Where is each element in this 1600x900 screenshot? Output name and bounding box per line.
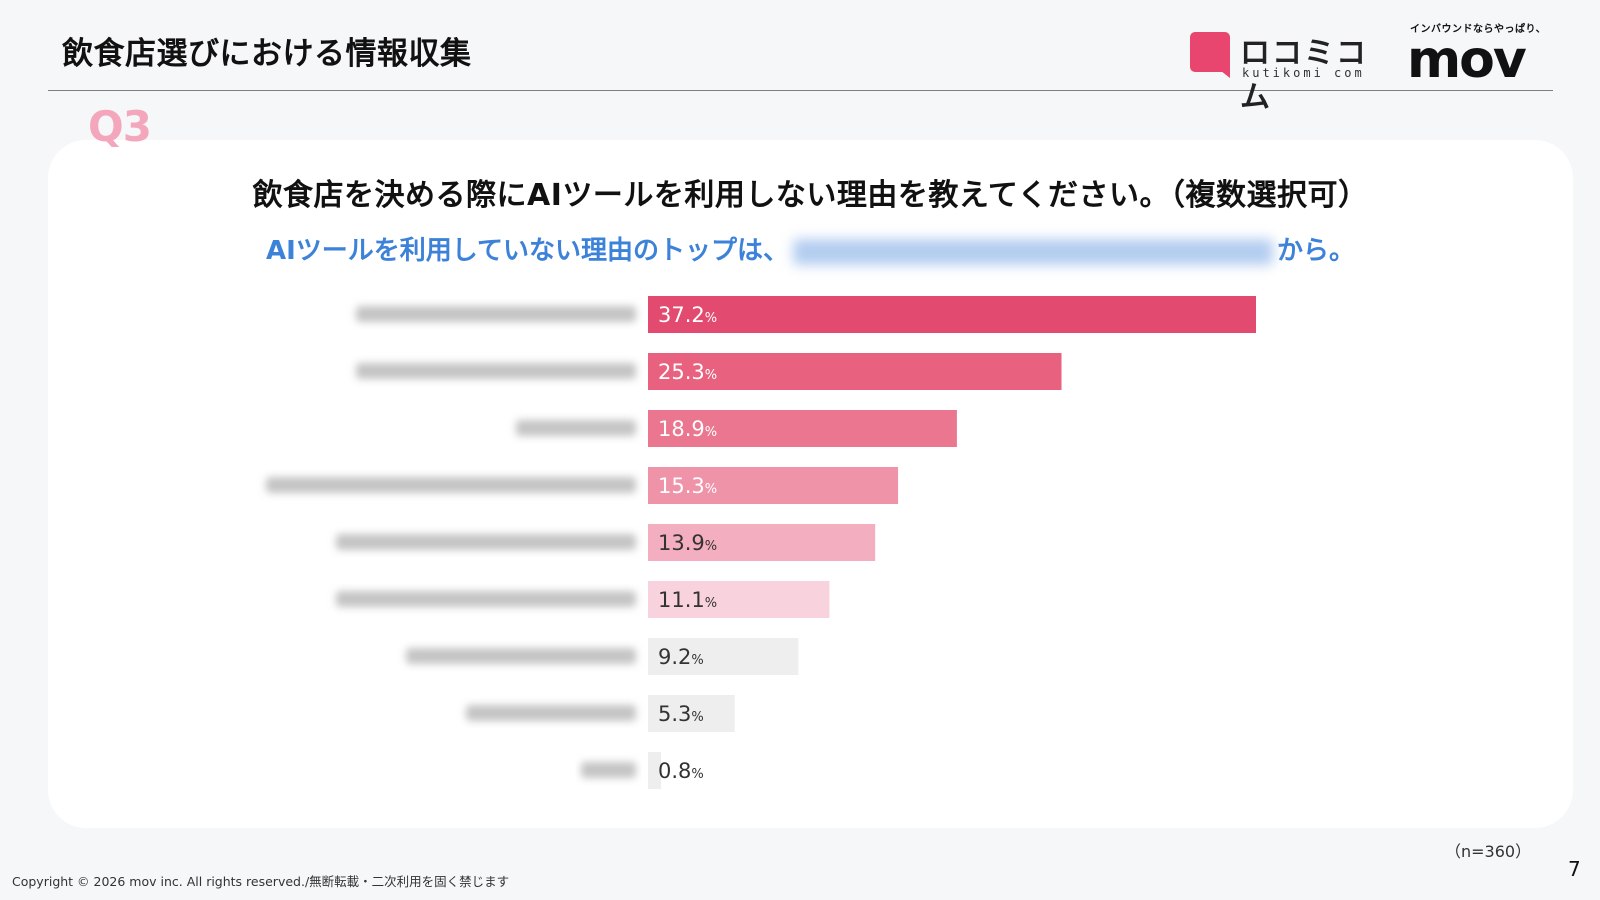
data-label: 0.8% <box>658 759 704 783</box>
mov-logo-word: mov <box>1407 30 1527 90</box>
data-label: 9.2% <box>658 645 704 669</box>
kutikomi-logo-romaji: kutikomi com <box>1242 66 1365 80</box>
data-label: 13.9% <box>658 531 717 555</box>
category-label-redacted <box>466 705 636 721</box>
data-label: 18.9% <box>658 417 717 441</box>
page-number: 7 <box>1568 857 1581 881</box>
chart-card: 飲食店を決める際にAIツールを利用しない理由を教えてください。（複数選択可） A… <box>48 140 1573 828</box>
category-label-redacted <box>356 306 636 322</box>
category-label-redacted <box>406 648 636 664</box>
bar <box>648 524 876 561</box>
bar <box>648 581 830 618</box>
mov-logo-tagline: インバウンドならやっぱり、 <box>1410 24 1547 35</box>
subtitle: AIツールを利用していない理由のトップは、 から。 <box>48 230 1573 267</box>
category-label-redacted <box>266 477 636 493</box>
category-label-redacted <box>336 534 636 550</box>
subtitle-tail: から。 <box>1277 236 1356 266</box>
copyright: Copyright © 2026 mov inc. All rights res… <box>12 874 510 889</box>
bar-chart: 37.2% 25.3% 18.9% 15.3% 13.9% 11.1% 9.2% 5.3% 0.… <box>266 296 1256 789</box>
bar <box>648 296 1256 333</box>
page-title: 飲食店選びにおける情報収集 <box>62 36 472 72</box>
bar <box>648 353 1062 390</box>
kutikomi-logo-kana: ロコミコム <box>1240 36 1368 115</box>
mov-logo: インバウンドならやっぱり、 mov <box>1407 18 1547 90</box>
bar <box>648 695 735 732</box>
bar <box>648 467 899 504</box>
bar <box>648 638 799 675</box>
bar <box>648 752 662 789</box>
sample-size-note: （n=360） <box>1445 842 1532 861</box>
category-label-redacted <box>336 591 636 607</box>
kutikomi-logo: ロコミコム kutikomi com <box>1190 28 1370 115</box>
subtitle-lead: AIツールを利用していない理由のトップは、 <box>265 236 789 266</box>
bar <box>648 410 957 447</box>
category-label-redacted <box>356 363 636 379</box>
question-badge: Q3 <box>88 102 152 151</box>
data-label: 25.3% <box>658 360 717 384</box>
data-label: 15.3% <box>658 474 717 498</box>
category-label-redacted <box>516 420 636 436</box>
header-divider <box>48 90 1553 91</box>
category-label-redacted <box>581 762 636 778</box>
data-label: 5.3% <box>658 702 704 726</box>
data-label: 11.1% <box>658 588 717 612</box>
subtitle-redacted-text <box>793 238 1273 265</box>
data-label: 37.2% <box>658 303 717 327</box>
question-text: 飲食店を決める際にAIツールを利用しない理由を教えてください。（複数選択可） <box>252 178 1369 213</box>
